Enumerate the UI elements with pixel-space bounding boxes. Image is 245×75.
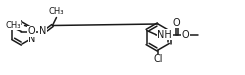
Text: CH₃: CH₃ — [6, 20, 21, 29]
Text: N: N — [39, 26, 46, 37]
Text: NH: NH — [157, 29, 172, 40]
Text: O: O — [173, 18, 181, 28]
Text: O: O — [182, 29, 190, 40]
Text: N: N — [28, 34, 36, 43]
Text: Cl: Cl — [153, 54, 163, 64]
Text: CH₃: CH₃ — [49, 7, 64, 16]
Text: O: O — [28, 26, 35, 37]
